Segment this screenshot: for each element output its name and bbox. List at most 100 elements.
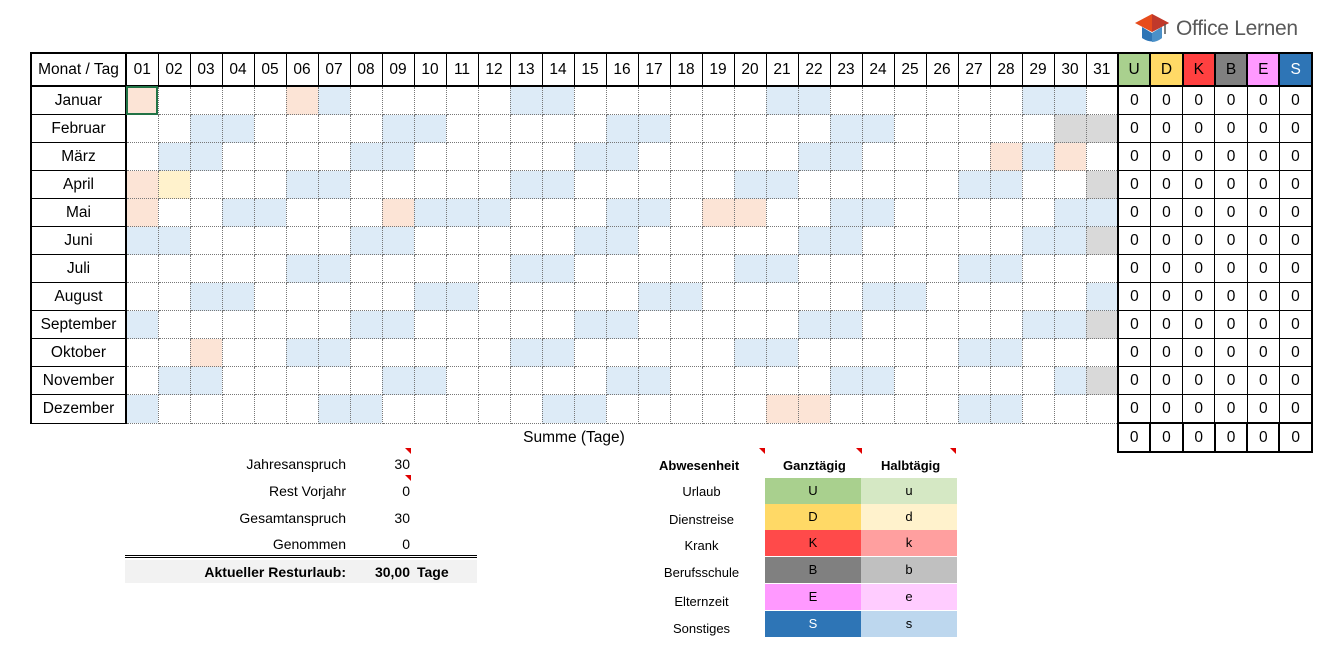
day-cell[interactable] — [1086, 282, 1119, 311]
day-cell[interactable] — [222, 366, 255, 395]
day-cell[interactable] — [606, 338, 639, 367]
day-cell[interactable] — [894, 394, 927, 424]
day-cell[interactable] — [414, 282, 447, 311]
day-cell[interactable] — [862, 254, 895, 283]
day-cell[interactable] — [414, 170, 447, 199]
day-cell[interactable] — [574, 338, 607, 367]
day-cell[interactable] — [222, 254, 255, 283]
day-cell[interactable] — [1022, 310, 1055, 339]
day-cell[interactable] — [702, 142, 735, 171]
day-cell[interactable] — [382, 114, 415, 143]
day-cell[interactable] — [990, 226, 1023, 255]
day-cell[interactable] — [510, 366, 543, 395]
day-cell[interactable] — [126, 394, 159, 424]
day-cell[interactable] — [862, 114, 895, 143]
day-cell[interactable] — [862, 226, 895, 255]
day-cell[interactable] — [158, 198, 191, 227]
day-cell[interactable] — [894, 254, 927, 283]
day-cell[interactable] — [446, 114, 479, 143]
day-cell[interactable] — [574, 142, 607, 171]
day-cell[interactable] — [734, 282, 767, 311]
day-cell[interactable] — [830, 114, 863, 143]
day-cell[interactable] — [382, 198, 415, 227]
day-cell[interactable] — [254, 254, 287, 283]
day-cell[interactable] — [702, 226, 735, 255]
day-cell[interactable] — [734, 86, 767, 115]
day-cell[interactable] — [638, 114, 671, 143]
day-cell[interactable] — [158, 394, 191, 424]
day-cell[interactable] — [766, 86, 799, 115]
day-cell[interactable] — [766, 282, 799, 311]
day-cell[interactable] — [1022, 338, 1055, 367]
day-cell[interactable] — [830, 170, 863, 199]
day-cell[interactable] — [1086, 226, 1119, 255]
day-cell[interactable] — [894, 366, 927, 395]
day-cell[interactable] — [510, 394, 543, 424]
day-cell[interactable] — [254, 338, 287, 367]
day-cell[interactable] — [446, 366, 479, 395]
day-cell[interactable] — [702, 114, 735, 143]
day-cell[interactable] — [734, 114, 767, 143]
day-cell[interactable] — [926, 338, 959, 367]
day-cell[interactable] — [734, 366, 767, 395]
day-cell[interactable] — [158, 254, 191, 283]
day-cell[interactable] — [574, 366, 607, 395]
day-cell[interactable] — [222, 226, 255, 255]
day-cell[interactable] — [574, 254, 607, 283]
day-cell[interactable] — [158, 310, 191, 339]
day-cell[interactable] — [638, 142, 671, 171]
day-cell[interactable] — [606, 310, 639, 339]
day-cell[interactable] — [702, 282, 735, 311]
day-cell[interactable] — [254, 198, 287, 227]
day-cell[interactable] — [990, 310, 1023, 339]
day-cell[interactable] — [606, 282, 639, 311]
day-cell[interactable] — [478, 170, 511, 199]
day-cell[interactable] — [926, 282, 959, 311]
day-cell[interactable] — [574, 282, 607, 311]
day-cell[interactable] — [894, 142, 927, 171]
day-cell[interactable] — [222, 338, 255, 367]
day-cell[interactable] — [766, 198, 799, 227]
day-cell[interactable] — [958, 366, 991, 395]
day-cell[interactable] — [670, 310, 703, 339]
day-cell[interactable] — [798, 86, 831, 115]
day-cell[interactable] — [1054, 142, 1087, 171]
day-cell[interactable] — [734, 226, 767, 255]
day-cell[interactable] — [158, 366, 191, 395]
day-cell[interactable] — [478, 366, 511, 395]
day-cell[interactable] — [510, 142, 543, 171]
day-cell[interactable] — [1054, 310, 1087, 339]
day-cell[interactable] — [382, 170, 415, 199]
day-cell[interactable] — [222, 282, 255, 311]
day-cell[interactable] — [670, 254, 703, 283]
day-cell[interactable] — [990, 338, 1023, 367]
day-cell[interactable] — [958, 310, 991, 339]
day-cell[interactable] — [830, 226, 863, 255]
day-cell[interactable] — [318, 142, 351, 171]
day-cell[interactable] — [798, 142, 831, 171]
day-cell[interactable] — [702, 310, 735, 339]
day-cell[interactable] — [638, 254, 671, 283]
day-cell[interactable] — [958, 282, 991, 311]
day-cell[interactable] — [382, 226, 415, 255]
day-cell[interactable] — [446, 254, 479, 283]
day-cell[interactable] — [318, 310, 351, 339]
day-cell[interactable] — [574, 310, 607, 339]
jahresanspruch-value[interactable]: 30 — [394, 456, 410, 472]
day-cell[interactable] — [670, 142, 703, 171]
day-cell[interactable] — [638, 366, 671, 395]
day-cell[interactable] — [670, 114, 703, 143]
day-cell[interactable] — [542, 170, 575, 199]
day-cell[interactable] — [862, 310, 895, 339]
day-cell[interactable] — [1054, 282, 1087, 311]
day-cell[interactable] — [414, 86, 447, 115]
day-cell[interactable] — [574, 198, 607, 227]
day-cell[interactable] — [830, 366, 863, 395]
day-cell[interactable] — [862, 198, 895, 227]
day-cell[interactable] — [830, 142, 863, 171]
day-cell[interactable] — [126, 338, 159, 367]
day-cell[interactable] — [350, 282, 383, 311]
day-cell[interactable] — [286, 338, 319, 367]
day-cell[interactable] — [478, 198, 511, 227]
day-cell[interactable] — [542, 338, 575, 367]
